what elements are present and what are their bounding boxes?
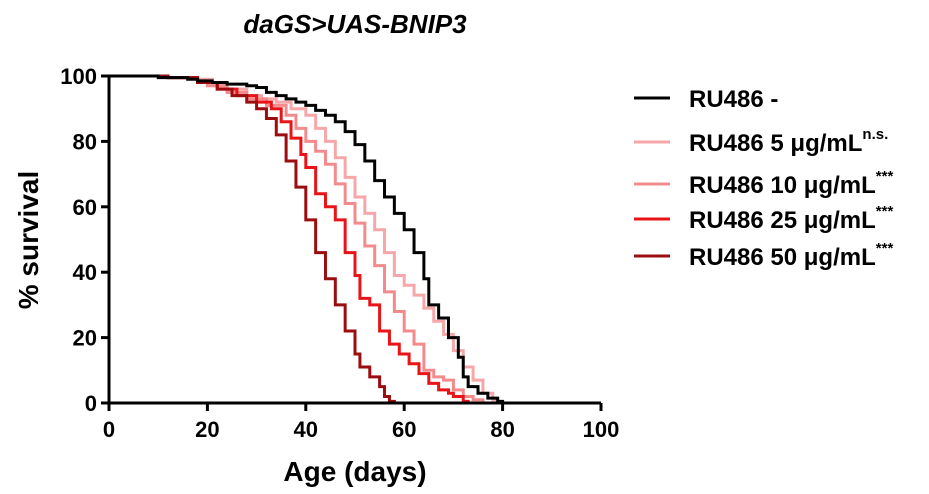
legend-unit: μg/mL (804, 207, 876, 234)
series-line-2 (109, 74, 485, 403)
legend-significance: *** (876, 240, 894, 257)
y-tick-label: 0 (85, 391, 97, 416)
series-line-1 (109, 74, 500, 403)
legend-label-4: RU486 50 μg/mL*** (689, 240, 893, 271)
legend-series-name: RU486 5 (689, 130, 790, 157)
legend-significance: *** (876, 203, 894, 220)
legend-significance: *** (876, 168, 894, 185)
legend-series-name: RU486 50 (689, 244, 804, 271)
legend-label-0: RU486 - (689, 86, 778, 113)
legend-series-name: RU486 25 (689, 207, 804, 234)
series-line-3 (109, 74, 470, 403)
x-tick-label: 20 (195, 417, 219, 442)
chart-title: daGS>UAS-BNIP3 (243, 9, 467, 39)
y-tick-label: 100 (60, 64, 97, 89)
legend-significance: n.s. (862, 126, 888, 143)
y-tick-label: 40 (73, 260, 97, 285)
x-tick-label: 100 (583, 417, 620, 442)
legend-unit: μg/mL (790, 130, 862, 157)
legend-label-3: RU486 25 μg/mL*** (689, 203, 893, 234)
legend-series-name: RU486 - (689, 86, 778, 113)
plot-area (109, 74, 505, 403)
series-line-0 (109, 74, 505, 403)
legend-unit: μg/mL (804, 244, 876, 271)
legend-series-name: RU486 10 (689, 172, 804, 199)
y-axis-label: % survival (13, 171, 44, 310)
x-axis-label: Age (days) (283, 456, 426, 487)
legend-unit: μg/mL (804, 172, 876, 199)
x-tick-label: 0 (103, 417, 115, 442)
x-tick-label: 80 (490, 417, 514, 442)
x-tick-label: 40 (294, 417, 318, 442)
axes: 0 20 40 60 80 100 0 20 40 60 80 100 (60, 64, 619, 442)
y-tick-label: 60 (73, 195, 97, 220)
y-tick-label: 80 (73, 129, 97, 154)
x-tick-label: 60 (392, 417, 416, 442)
legend-label-1: RU486 5 μg/mLn.s. (689, 126, 888, 157)
y-tick-label: 20 (73, 326, 97, 351)
legend-label-2: RU486 10 μg/mL*** (689, 168, 893, 199)
legend: RU486 -RU486 5 μg/mLn.s.RU486 10 μg/mL**… (634, 86, 893, 271)
series-line-4 (109, 74, 396, 403)
